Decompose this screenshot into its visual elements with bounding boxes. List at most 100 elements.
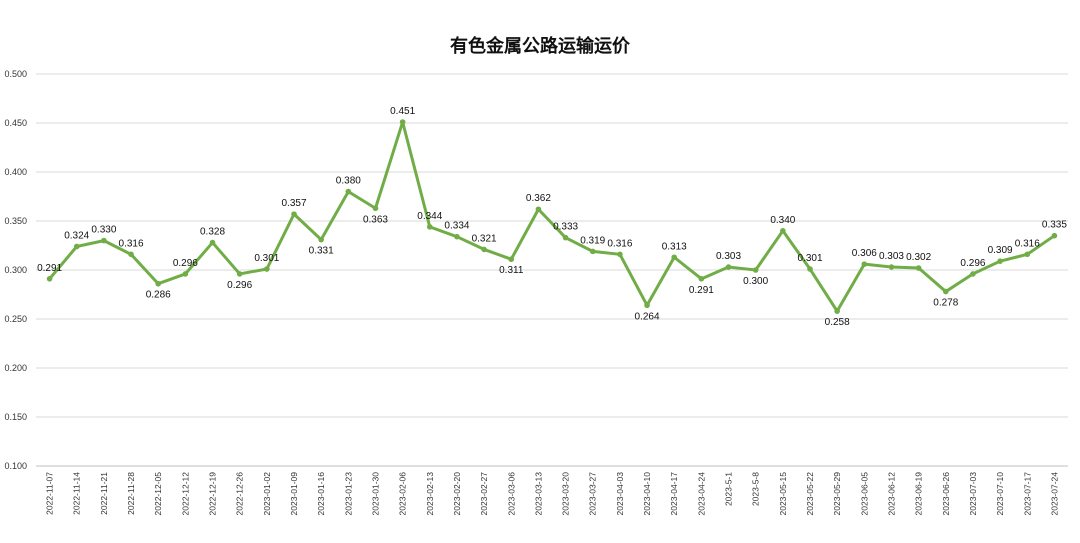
x-tick-label: 2022-12-05 [153,472,163,516]
x-tick-label: 2023-06-05 [859,472,869,516]
data-point [209,239,216,246]
data-label: 0.331 [309,246,334,257]
data-label: 0.334 [444,221,469,232]
y-tick-label: 0.300 [4,265,27,275]
data-label: 0.311 [499,265,524,276]
x-tick-label: 2023-01-02 [262,472,272,516]
data-label: 0.306 [852,248,877,259]
data-point [426,224,433,230]
x-tick-label: 2023-04-24 [696,472,706,516]
data-label: 0.313 [662,241,687,252]
x-tick-label: 2023-01-30 [370,472,380,516]
x-tick-label: 2022-11-21 [99,472,109,515]
data-label: 0.324 [64,230,89,241]
data-label: 0.357 [281,198,306,209]
data-point [46,276,53,282]
x-tick-label: 2023-03-27 [588,472,598,516]
data-label: 0.278 [933,298,958,309]
y-tick-label: 0.250 [4,314,27,324]
x-tick-label: 2023-03-13 [533,472,543,516]
data-point [888,264,895,270]
data-label: 0.303 [716,251,741,262]
data-label: 0.291 [37,263,62,274]
data-point [128,251,134,258]
data-point [454,233,460,240]
data-point [1051,232,1058,239]
data-point [589,248,596,255]
x-tick-label: 2023-5-8 [751,472,761,506]
data-point [644,302,650,309]
data-point [725,264,732,270]
data-point [399,119,406,125]
data-label: 0.319 [580,235,605,246]
x-tick-label: 2023-07-17 [1022,472,1032,516]
data-point [834,308,840,314]
data-label: 0.258 [825,317,850,328]
x-tick-label: 2023-07-03 [968,472,978,516]
y-tick-label: 0.200 [4,363,27,373]
data-point [101,237,107,244]
data-point [562,234,569,241]
x-tick-label: 2023-07-24 [1049,472,1059,516]
data-label: 0.264 [635,311,660,322]
data-point [807,266,813,272]
data-point [752,267,759,273]
x-tick-label: 2023-04-10 [642,472,652,516]
data-point [182,271,189,277]
data-point [236,271,243,277]
x-tick-label: 2022-11-07 [45,472,55,515]
x-tick-label: 2023-06-12 [886,472,896,516]
x-tick-label: 2023-5-1 [724,472,734,506]
data-label: 0.296 [960,258,985,269]
x-tick-label: 2023-03-06 [506,472,516,516]
data-point [155,280,162,287]
x-tick-label: 2022-12-26 [235,472,245,516]
data-label: 0.333 [553,222,578,233]
x-tick-label: 2023-02-20 [452,472,462,516]
x-tick-label: 2022-12-12 [180,472,190,516]
x-tick-label: 2023-05-15 [778,472,788,516]
data-point [73,243,80,250]
x-tick-label: 2022-11-28 [126,472,136,515]
y-tick-label: 0.400 [4,167,27,177]
x-tick-label: 2023-02-27 [479,472,489,516]
x-tick-label: 2023-03-20 [561,472,571,516]
x-tick-label: 2023-04-17 [669,472,679,516]
data-label: 0.291 [689,285,714,296]
data-point [861,261,868,267]
x-tick-label: 2023-01-23 [343,472,353,516]
data-point [264,266,270,272]
x-tick-label: 2023-06-26 [941,472,951,516]
data-label: 0.303 [879,251,904,262]
data-label: 0.335 [1042,220,1067,231]
data-point [671,254,678,261]
data-point [698,276,705,282]
chart-title: 有色金属公路运输运价 [450,36,630,57]
data-point [780,228,786,234]
data-label: 0.321 [472,233,497,244]
data-point [970,271,976,277]
data-label: 0.309 [988,245,1013,256]
data-label: 0.316 [119,238,144,249]
x-tick-label: 2023-05-29 [832,472,842,516]
data-label: 0.302 [906,252,931,263]
data-point [372,205,379,212]
data-label: 0.363 [363,214,388,225]
data-label: 0.296 [173,258,198,269]
data-point [535,206,542,213]
y-tick-label: 0.350 [4,216,27,226]
x-tick-label: 2023-05-22 [805,472,815,516]
x-tick-label: 2022-11-14 [72,472,82,515]
data-label: 0.296 [227,280,252,291]
x-tick-label: 2023-02-06 [398,472,408,516]
data-label: 0.362 [526,193,551,204]
x-tick-label: 2023-01-09 [289,472,299,516]
x-tick-label: 2022-12-19 [208,472,218,516]
data-point [915,265,922,271]
data-label: 0.451 [390,106,415,117]
x-tick-label: 2023-04-03 [615,472,625,516]
data-point [481,246,487,253]
data-point [942,288,949,295]
data-label: 0.300 [743,276,768,287]
